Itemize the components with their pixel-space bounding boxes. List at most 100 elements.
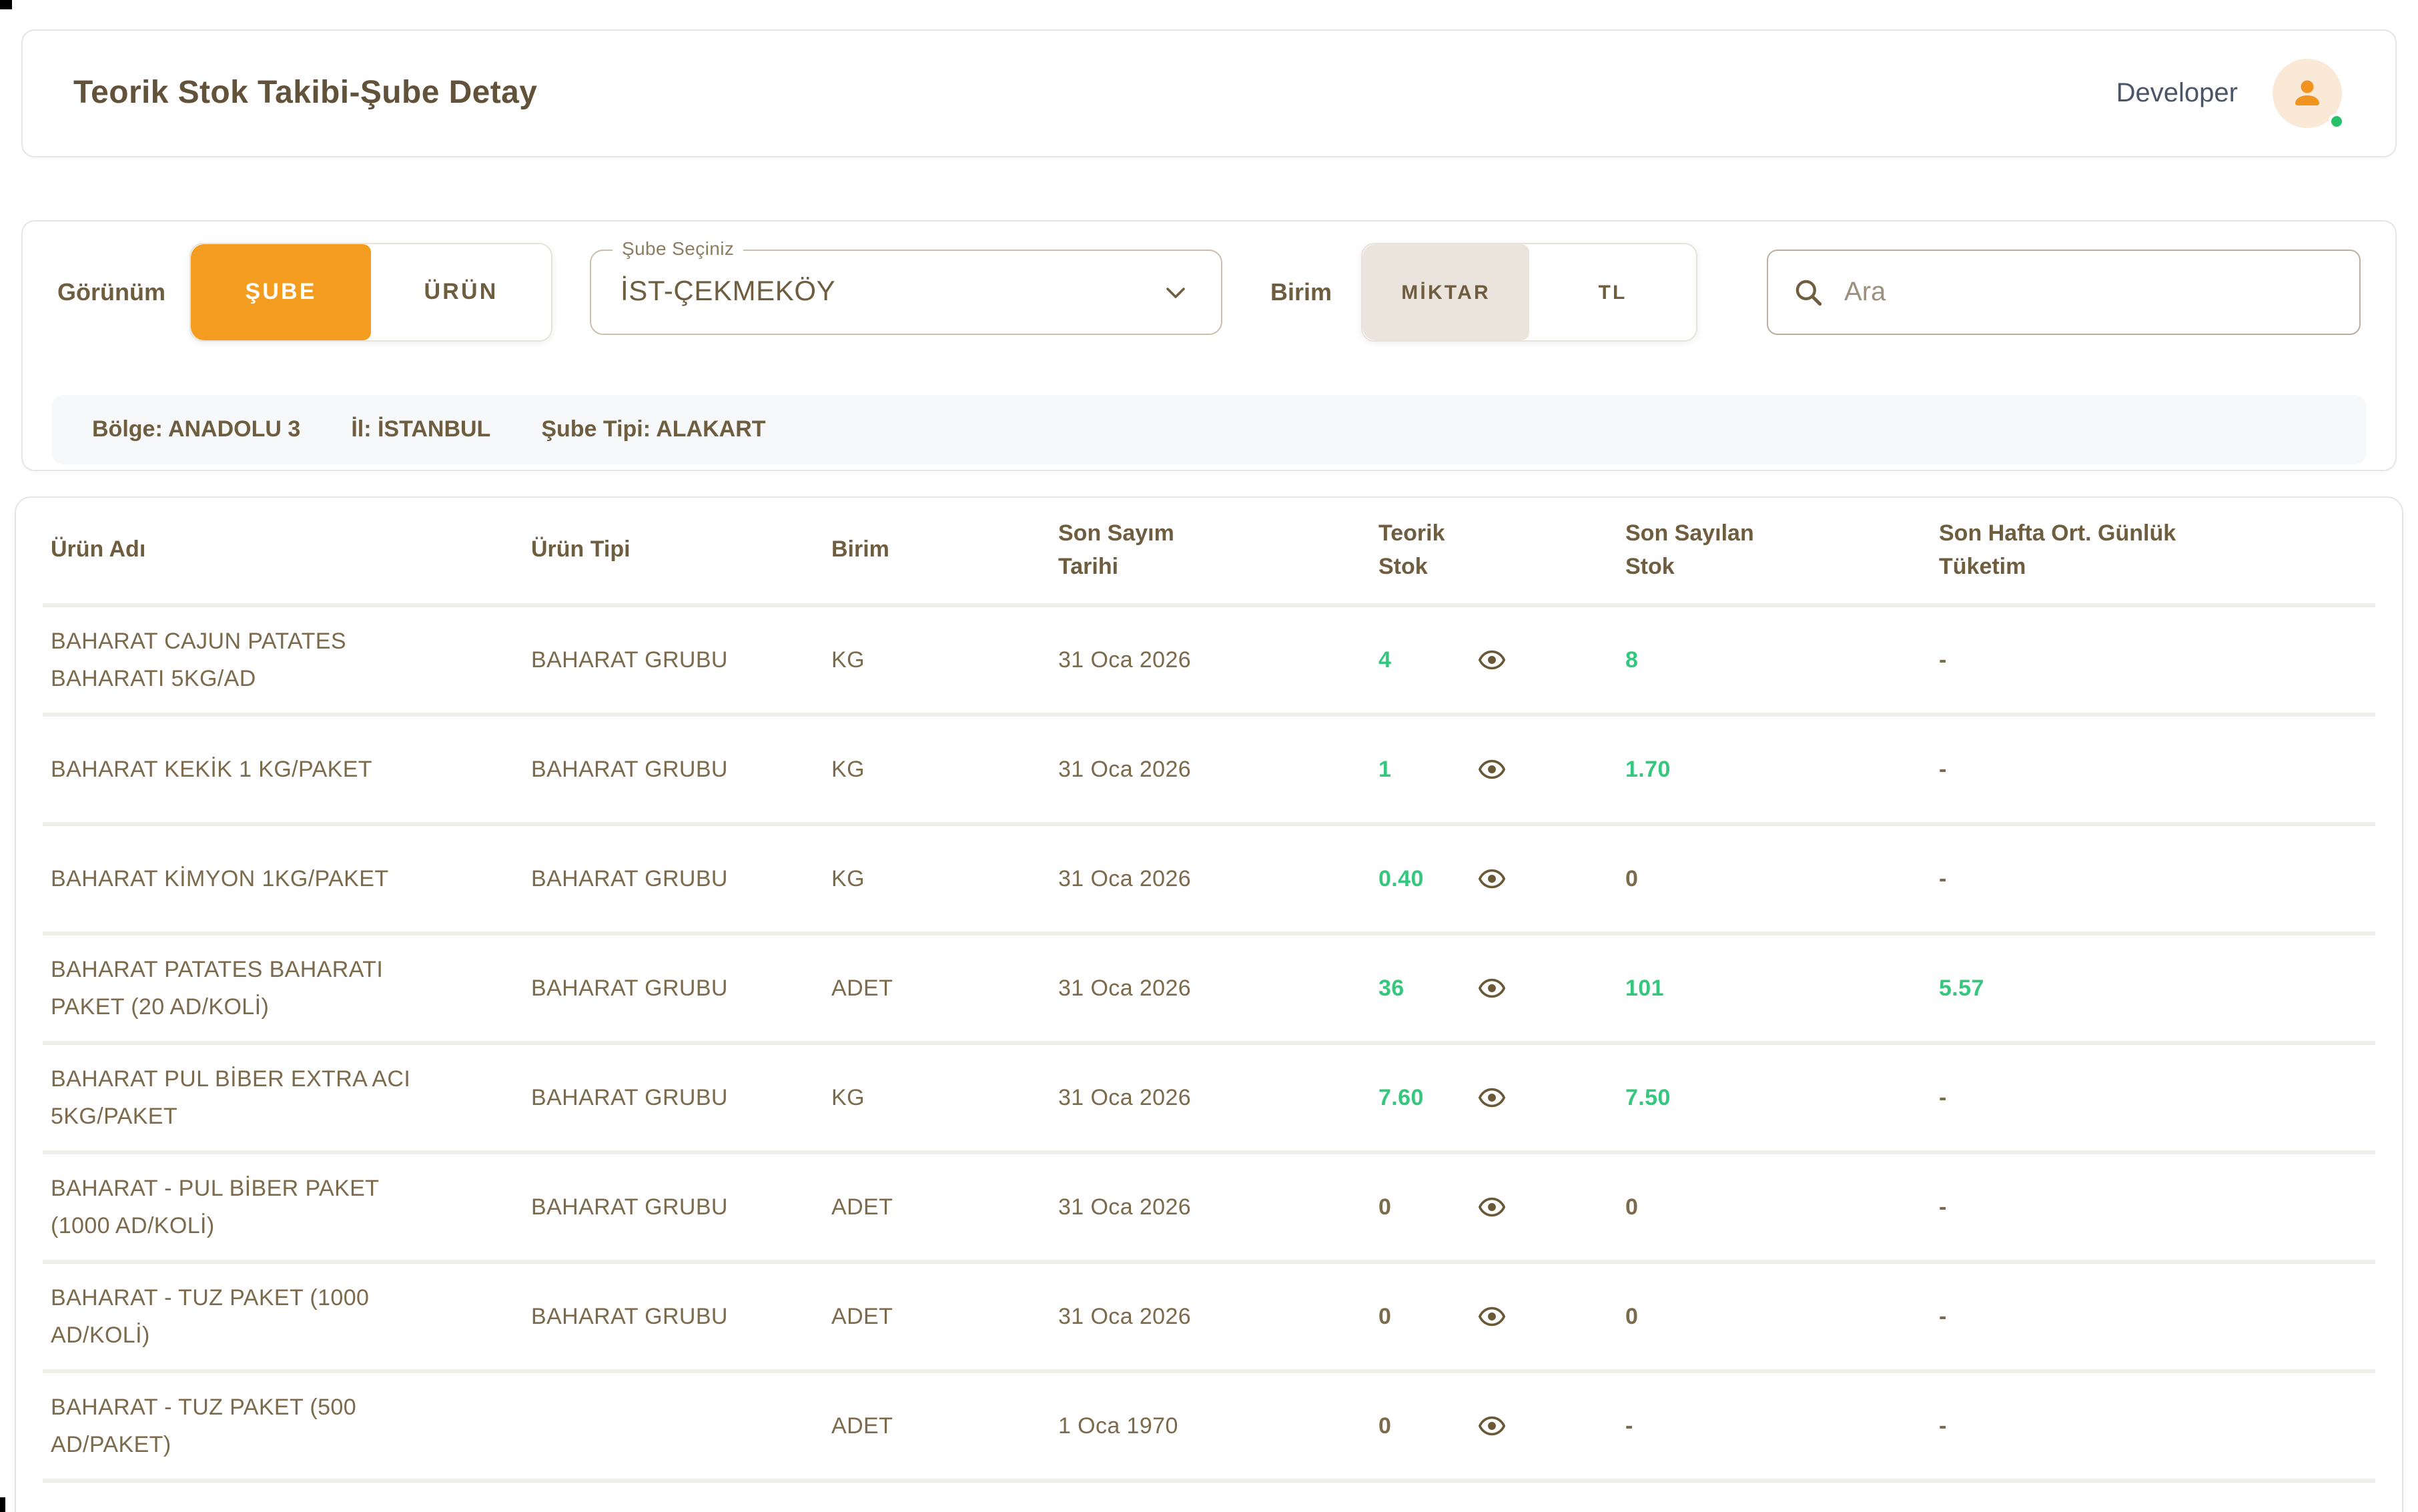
product-name: BAHARAT - TUZ PAKET (1000 AD/KOLİ) xyxy=(51,1285,370,1347)
toggle-miktar[interactable]: MİKTAR xyxy=(1362,244,1530,340)
user-area: Developer xyxy=(2116,59,2345,129)
theoretical-stock-value: 0 xyxy=(1378,1303,1392,1329)
screen-artifact xyxy=(0,1497,5,1512)
branch-select[interactable]: Şube Seçiniz İST-ÇEKMEKÖY xyxy=(590,238,1222,335)
last-count-date: 31 Oca 2026 xyxy=(1058,1194,1192,1220)
branch-info-bar: Bölge: ANADOLU 3 İl: İSTANBUL Şube Tipi:… xyxy=(52,395,2366,464)
theoretical-stock-cell: 1 xyxy=(1370,751,1617,787)
theoretical-stock-cell: 36 xyxy=(1370,970,1617,1006)
eye-icon[interactable] xyxy=(1475,971,1509,1006)
avg-daily-consumption-value: - xyxy=(1939,865,1947,891)
product-name: BAHARAT PUL BİBER EXTRA ACI 5KG/PAKET xyxy=(51,1066,411,1128)
theoretical-stock-cell: 4 xyxy=(1370,642,1617,678)
info-region: Bölge: ANADOLU 3 xyxy=(92,416,301,442)
toggle-urun[interactable]: ÜRÜN xyxy=(371,244,551,340)
theoretical-stock-cell: 0.40 xyxy=(1370,861,1617,897)
product-unit: KG xyxy=(831,756,865,782)
eye-icon[interactable] xyxy=(1475,1190,1509,1224)
avg-daily-consumption-value: - xyxy=(1939,1194,1947,1220)
last-counted-stock-value: 7.50 xyxy=(1625,1084,1671,1110)
product-type: BAHARAT GRUBU xyxy=(531,1194,728,1220)
last-count-date: 31 Oca 2026 xyxy=(1058,647,1192,673)
theoretical-stock-cell: 0 xyxy=(1370,1298,1617,1335)
app-header: Teorik Stok Takibi-Şube Detay Developer xyxy=(21,29,2397,157)
product-unit: ADET xyxy=(831,1194,893,1220)
theoretical-stock-value: 0.40 xyxy=(1378,865,1424,891)
eye-icon[interactable] xyxy=(1475,1299,1509,1334)
product-unit: ADET xyxy=(831,1303,893,1329)
table-row: BAHARAT - TUZ PAKET (500 AD/PAKET) ADET … xyxy=(43,1373,2375,1483)
avg-daily-consumption-value: - xyxy=(1939,1303,1947,1329)
table-row: BAHARAT PATATES BAHARATI PAKET (20 AD/KO… xyxy=(43,935,2375,1045)
last-counted-stock-value: - xyxy=(1625,1413,1633,1439)
info-branch-type: Şube Tipi: ALAKART xyxy=(541,416,766,442)
product-unit: ADET xyxy=(831,1413,893,1439)
product-name: BAHARAT KİMYON 1KG/PAKET xyxy=(51,865,389,891)
stock-table: Ürün Adı Ürün Tipi Birim Son Sayım Tarih… xyxy=(15,496,2403,1512)
avg-daily-consumption-value: - xyxy=(1939,647,1947,673)
product-type: BAHARAT GRUBU xyxy=(531,975,728,1001)
theoretical-stock-cell: 7.60 xyxy=(1370,1080,1617,1116)
last-counted-stock-value: 8 xyxy=(1625,647,1639,673)
page-title: Teorik Stok Takibi-Şube Detay xyxy=(73,75,538,111)
chevron-down-icon xyxy=(1160,276,1192,308)
avg-daily-consumption-value: - xyxy=(1939,1084,1947,1110)
theoretical-stock-value: 1 xyxy=(1378,756,1392,782)
theoretical-stock-value: 36 xyxy=(1378,975,1404,1001)
theoretical-stock-cell: 0 xyxy=(1370,1189,1617,1225)
table-row: BAHARAT KEKİK 1 KG/PAKET BAHARAT GRUBU K… xyxy=(43,717,2375,826)
user-role-label: Developer xyxy=(2116,78,2238,107)
last-count-date: 31 Oca 2026 xyxy=(1058,1303,1192,1329)
product-name: BAHARAT PATATES BAHARATI PAKET (20 AD/KO… xyxy=(51,957,384,1019)
col-birim: Birim xyxy=(831,536,889,562)
col-son-sayilan-stok: Son Sayılan Stok xyxy=(1625,520,1754,579)
table-header: Ürün Adı Ürün Tipi Birim Son Sayım Tarih… xyxy=(43,498,2375,607)
info-city: İl: İSTANBUL xyxy=(351,416,491,442)
col-teorik-stok: Teorik Stok xyxy=(1378,520,1445,579)
product-unit: KG xyxy=(831,1084,865,1110)
table-row: BAHARAT PUL BİBER EXTRA ACI 5KG/PAKET BA… xyxy=(43,1045,2375,1154)
product-name: BAHARAT KEKİK 1 KG/PAKET xyxy=(51,756,372,782)
last-counted-stock-value: 101 xyxy=(1625,975,1664,1001)
eye-icon[interactable] xyxy=(1475,1409,1509,1443)
product-type: BAHARAT GRUBU xyxy=(531,1303,728,1329)
view-label: Görünüm xyxy=(57,278,165,305)
avg-daily-consumption-value: - xyxy=(1939,756,1947,782)
last-count-date: 31 Oca 2026 xyxy=(1058,756,1192,782)
last-count-date: 31 Oca 2026 xyxy=(1058,975,1192,1001)
toggle-sube[interactable]: ŞUBE xyxy=(191,244,371,340)
theoretical-stock-value: 0 xyxy=(1378,1194,1392,1220)
product-name: BAHARAT - PUL BİBER PAKET (1000 AD/KOLİ) xyxy=(51,1176,379,1238)
table-row: BAHARAT KİMYON 1KG/PAKET BAHARAT GRUBU K… xyxy=(43,826,2375,935)
branch-select-value: İST-ÇEKMEKÖY xyxy=(621,276,836,307)
eye-icon[interactable] xyxy=(1475,643,1509,677)
last-count-date: 31 Oca 2026 xyxy=(1058,865,1192,891)
product-type: BAHARAT GRUBU xyxy=(531,756,728,782)
eye-icon[interactable] xyxy=(1475,1080,1509,1115)
branch-select-label: Şube Seçiniz xyxy=(613,238,744,259)
theoretical-stock-cell: 0 xyxy=(1370,1408,1617,1444)
last-count-date: 1 Oca 1970 xyxy=(1058,1413,1178,1439)
product-unit: ADET xyxy=(831,975,893,1001)
search-input[interactable] xyxy=(1844,277,2335,308)
eye-icon[interactable] xyxy=(1475,861,1509,896)
last-counted-stock-value: 0 xyxy=(1625,1194,1639,1220)
product-type: BAHARAT GRUBU xyxy=(531,865,728,891)
view-toggle: ŞUBE ÜRÜN xyxy=(189,243,552,342)
filter-panel: Görünüm ŞUBE ÜRÜN Şube Seçiniz İST-ÇEKME… xyxy=(21,220,2397,471)
table-body: BAHARAT CAJUN PATATES BAHARATI 5KG/AD BA… xyxy=(43,607,2375,1483)
avg-daily-consumption-value: 5.57 xyxy=(1939,975,1984,1001)
product-type: BAHARAT GRUBU xyxy=(531,647,728,673)
product-unit: KG xyxy=(831,865,865,891)
theoretical-stock-value: 0 xyxy=(1378,1413,1392,1439)
col-son-sayim-tarihi: Son Sayım Tarihi xyxy=(1058,520,1174,579)
filter-controls: Görünüm ŞUBE ÜRÜN Şube Seçiniz İST-ÇEKME… xyxy=(23,222,2395,342)
eye-icon[interactable] xyxy=(1475,752,1509,787)
table-row: BAHARAT CAJUN PATATES BAHARATI 5KG/AD BA… xyxy=(43,607,2375,717)
avatar[interactable] xyxy=(2273,59,2345,129)
last-counted-stock-value: 1.70 xyxy=(1625,756,1671,782)
table-row: BAHARAT - PUL BİBER PAKET (1000 AD/KOLİ)… xyxy=(43,1154,2375,1264)
toggle-tl[interactable]: TL xyxy=(1529,244,1697,340)
last-count-date: 31 Oca 2026 xyxy=(1058,1084,1192,1110)
